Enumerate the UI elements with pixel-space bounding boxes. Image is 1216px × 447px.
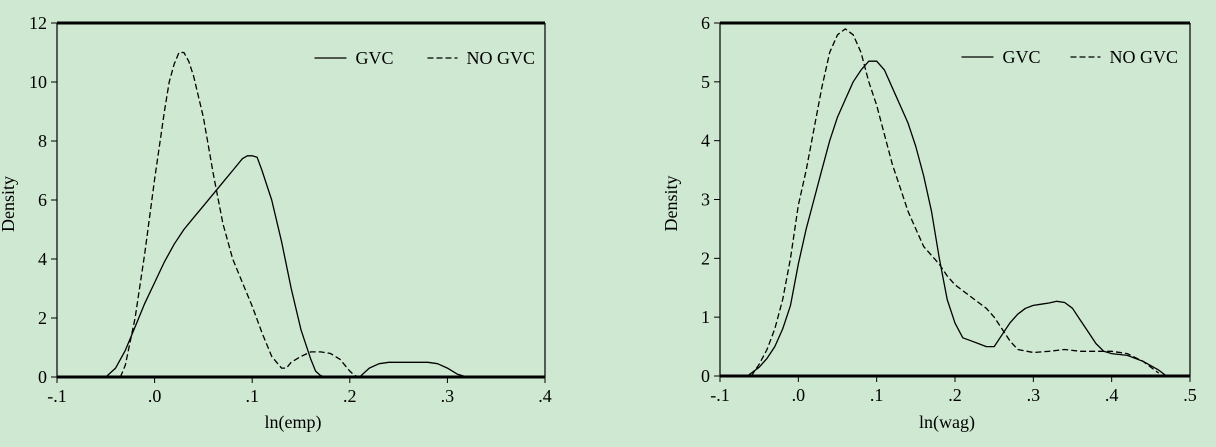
legend-label: GVC (1002, 47, 1040, 67)
y-tick-label: 0 (38, 367, 47, 387)
x-tick-label: .1 (245, 386, 259, 406)
y-axis-title: Density (0, 176, 18, 232)
y-tick-label: 0 (701, 366, 710, 386)
x-tick-label: .5 (1183, 385, 1197, 405)
legend-label: NO GVC (466, 48, 535, 68)
legend: NO GVC GVC (961, 47, 1178, 67)
x-axis-title: ln(wag) (919, 412, 975, 433)
x-tick-label: .3 (441, 386, 455, 406)
x-tick-label: .2 (343, 386, 357, 406)
legend-label: GVC (355, 48, 393, 68)
x-tick-label: .1 (870, 385, 884, 405)
series-line-no-gvc (750, 28, 1160, 377)
series-line-gvc (105, 155, 468, 378)
y-tick-label: 5 (701, 72, 710, 92)
y-tick-label: 1 (701, 307, 710, 327)
x-tick-label: .2 (948, 385, 962, 405)
x-tick-label: .4 (538, 386, 552, 406)
x-tick-label: -.1 (710, 385, 730, 405)
y-tick-label: 8 (38, 131, 47, 151)
y-tick-label: 3 (701, 190, 710, 210)
chart-panel-1: 0 2 4 6 8 10 12 -.1 .0 .1 .2 .3 .4 ln(emp) Density NO G… (0, 13, 552, 433)
legend: NO GVC GVC (314, 48, 535, 68)
x-tick-label: .0 (148, 386, 162, 406)
y-tick-label: 2 (38, 308, 47, 328)
y-tick-label: 6 (701, 13, 710, 33)
chart-panel-2: 0 1 2 3 4 5 6 -.1 .0 .1 .2 .3 .4 .5 ln(wag) Density NO G… (661, 13, 1197, 433)
x-axis-title: ln(emp) (265, 412, 322, 433)
y-tick-label: 10 (29, 72, 47, 92)
y-tick-label: 4 (38, 249, 47, 269)
series-line-no-gvc (119, 51, 360, 378)
x-tick-label: .0 (792, 385, 806, 405)
x-tick-label: .3 (1027, 385, 1041, 405)
series-line-gvc (747, 60, 1167, 377)
legend-label: NO GVC (1109, 47, 1178, 67)
y-tick-label: 4 (701, 131, 710, 151)
x-tick-label: .4 (1105, 385, 1119, 405)
y-tick-label: 12 (29, 13, 47, 33)
y-axis-title: Density (661, 176, 681, 232)
y-tick-label: 2 (701, 248, 710, 268)
y-tick-label: 6 (38, 190, 47, 210)
x-tick-label: -.1 (47, 386, 67, 406)
